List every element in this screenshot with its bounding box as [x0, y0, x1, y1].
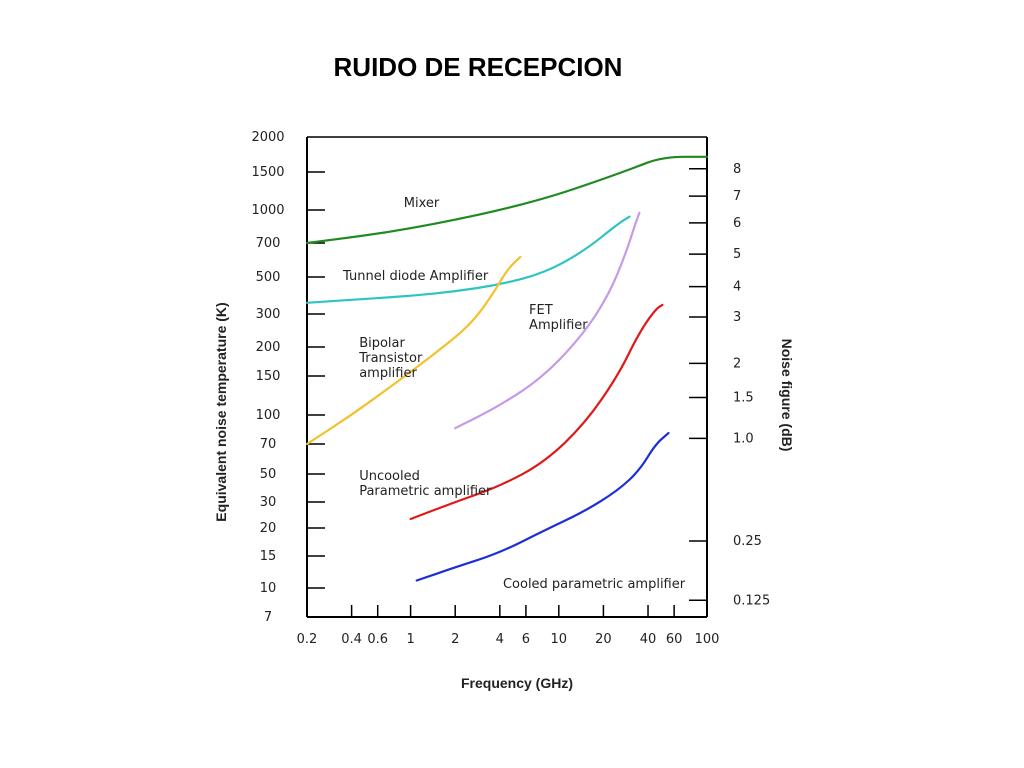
- x-tick-label: 1: [406, 632, 414, 647]
- x-tick-label: 0.6: [367, 632, 388, 647]
- y-tick-label: 200: [256, 340, 281, 355]
- series-annotation-label: Bipolar: [359, 336, 405, 351]
- y-tick-label: 700: [256, 236, 281, 251]
- y-tick-label: 300: [256, 307, 281, 322]
- series-line-uncooled-parametric-amplifier: [409, 303, 664, 521]
- y-tick-label: 15: [260, 549, 277, 564]
- x-tick-label: 60: [666, 632, 683, 647]
- y2-tick-label: 5: [733, 247, 741, 262]
- y-tick-label: 1500: [251, 165, 284, 180]
- y-tick-label: 70: [260, 437, 277, 452]
- y-tick-label: 500: [256, 270, 281, 285]
- series-annotation-label: amplifier: [359, 366, 417, 381]
- series-lines: [305, 155, 709, 582]
- y2-tick-label: 0.125: [733, 593, 770, 608]
- x-tick-label: 20: [595, 632, 612, 647]
- series-annotation-label: Amplifier: [529, 318, 588, 333]
- y2-tick-label: 2: [733, 356, 741, 371]
- x-tick-label: 6: [522, 632, 530, 647]
- x-tick-label: 2: [451, 632, 459, 647]
- series-line-tunnel-diode-amplifier: [305, 215, 631, 304]
- series-annotation-label: Tunnel diode Amplifier: [342, 269, 489, 284]
- x-tick-label: 40: [640, 632, 657, 647]
- series-annotation-label: Uncooled: [359, 469, 420, 484]
- y-axis-tick-labels: 2000 1500 1000 700 500 300 200 150 100 70 50 30 20 15…: [251, 130, 284, 625]
- page-title: RUIDO DE RECEPCION: [333, 52, 623, 82]
- y2-tick-label: 1.0: [733, 431, 754, 446]
- series-annotation-label: FET: [529, 303, 553, 318]
- x-axis-tick-labels: 0.2 0.4 0.6 1 2 4 6 10 20 40 60 100: [297, 632, 720, 647]
- y-tick-label: 2000: [251, 130, 284, 145]
- y2-tick-label: 4: [733, 280, 741, 295]
- y2-tick-label: 0.25: [733, 534, 762, 549]
- series-annotation-label: Transistor: [358, 351, 423, 366]
- y-tick-label: 30: [260, 495, 277, 510]
- y2-tick-label: 8: [733, 162, 741, 177]
- y2-tick-label: 7: [733, 189, 741, 204]
- y-tick-label: 10: [260, 581, 277, 596]
- y-tick-label: 100: [256, 408, 281, 423]
- y2-axis-tick-labels: 8 7 6 5 4 3 2 1.5 1.0 0.25 0.125: [733, 162, 770, 608]
- plot-frame: [306, 136, 708, 618]
- y2-tick-label: 3: [733, 310, 741, 325]
- y2-tick-label: 6: [733, 216, 741, 231]
- series-annotation-label: Cooled parametric amplifier: [503, 577, 686, 592]
- y2-tick-label: 1.5: [733, 390, 754, 405]
- x-tick-label: 4: [496, 632, 504, 647]
- y-tick-label: 150: [256, 369, 281, 384]
- series-annotation-label: Parametric amplifier: [359, 484, 492, 499]
- x-tick-label: 100: [695, 632, 720, 647]
- x-tick-label: 0.4: [341, 632, 362, 647]
- axis-ticks: [306, 168, 708, 618]
- x-tick-label: 10: [551, 632, 568, 647]
- x-axis-title: Frequency (GHz): [461, 675, 573, 691]
- y-tick-label: 7: [264, 610, 272, 625]
- y-tick-label: 50: [260, 467, 277, 482]
- series-line-fet-amplifier: [454, 211, 641, 430]
- y-axis-title: Equivalent noise temperature (K): [213, 302, 229, 521]
- y2-axis-title: Noise figure (dB): [779, 339, 795, 452]
- y-tick-label: 1000: [251, 203, 284, 218]
- y-tick-label: 20: [260, 521, 277, 536]
- series-line-bipolar-transistor-amplifier: [305, 255, 522, 446]
- series-annotation-label: Mixer: [404, 196, 440, 211]
- series-line-mixer: [305, 155, 709, 245]
- series-line-cooled-parametric-amplifier: [415, 432, 670, 582]
- x-tick-label: 0.2: [297, 632, 318, 647]
